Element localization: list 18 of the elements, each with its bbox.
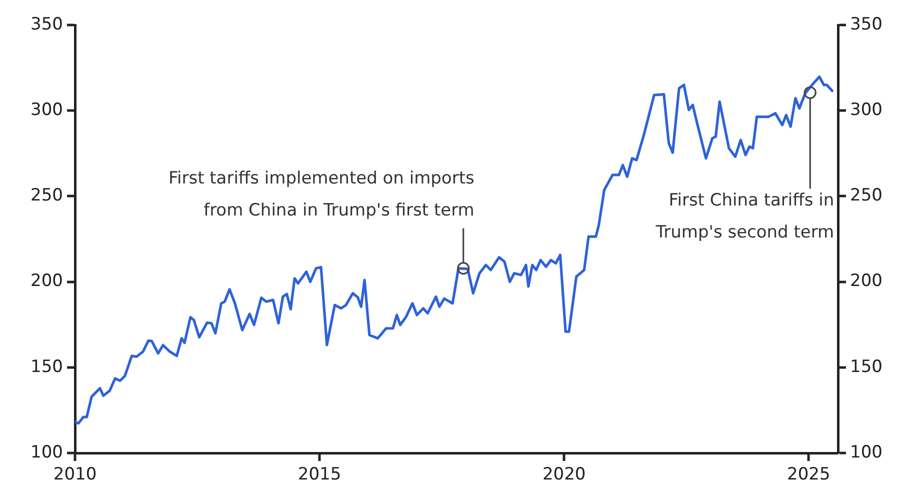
y-tick-label: 150	[30, 356, 63, 377]
y-tick-label: 350	[30, 14, 63, 34]
y2-tick-label: 200	[850, 271, 882, 292]
y2-tick-label: 250	[850, 186, 882, 206]
y-tick-label: 300	[30, 100, 63, 120]
y2-tick-label: 100	[850, 442, 882, 462]
x-tick-label: 2010	[53, 464, 97, 485]
x-tick-label: 2015	[298, 464, 342, 485]
annotation: First tariffs implemented on imports from China in Trump's first term	[168, 168, 474, 220]
y-tick-label: 200	[30, 271, 63, 292]
y2-tick-label: 350	[850, 14, 882, 34]
y2-tick-label: 150	[850, 356, 882, 377]
annotation: First China tariffs in Trump's second term	[654, 190, 834, 243]
y-tick-label: 250	[30, 186, 63, 206]
y-tick-label: 100	[30, 442, 63, 462]
y2-tick-label: 300	[850, 100, 882, 120]
x-tick-label: 2020	[542, 464, 586, 485]
x-tick-label: 2025	[787, 464, 830, 485]
